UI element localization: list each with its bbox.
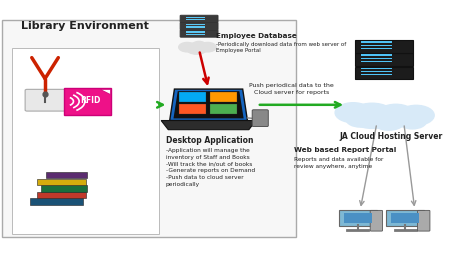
Polygon shape (173, 91, 244, 118)
FancyBboxPatch shape (37, 192, 86, 198)
FancyBboxPatch shape (210, 92, 237, 102)
Circle shape (346, 111, 374, 127)
Circle shape (179, 42, 196, 52)
FancyBboxPatch shape (355, 53, 413, 66)
FancyBboxPatch shape (37, 179, 86, 185)
Text: Web based Report Portal: Web based Report Portal (294, 147, 396, 153)
FancyBboxPatch shape (391, 213, 419, 223)
FancyBboxPatch shape (361, 41, 392, 43)
Polygon shape (161, 121, 256, 130)
FancyBboxPatch shape (361, 48, 392, 49)
FancyBboxPatch shape (186, 26, 205, 28)
FancyBboxPatch shape (186, 19, 205, 20)
FancyBboxPatch shape (386, 210, 424, 226)
FancyBboxPatch shape (210, 104, 237, 114)
Polygon shape (170, 89, 247, 121)
FancyBboxPatch shape (46, 172, 87, 178)
FancyBboxPatch shape (344, 213, 372, 223)
FancyBboxPatch shape (41, 185, 87, 192)
FancyBboxPatch shape (361, 68, 392, 69)
FancyBboxPatch shape (186, 24, 205, 25)
FancyBboxPatch shape (25, 89, 65, 111)
FancyBboxPatch shape (361, 45, 392, 46)
Text: JA Cloud Hosting Server: JA Cloud Hosting Server (339, 132, 443, 141)
FancyBboxPatch shape (361, 74, 392, 75)
FancyBboxPatch shape (186, 17, 205, 18)
Text: RFID: RFID (81, 96, 100, 105)
Polygon shape (100, 89, 110, 94)
Text: Employee Database: Employee Database (216, 33, 296, 39)
FancyBboxPatch shape (180, 30, 218, 37)
Circle shape (398, 105, 434, 125)
FancyBboxPatch shape (12, 48, 159, 234)
Text: -Periodically download data from web server of
Employee Portal: -Periodically download data from web ser… (216, 42, 346, 53)
FancyBboxPatch shape (186, 31, 205, 33)
FancyBboxPatch shape (180, 23, 218, 30)
FancyBboxPatch shape (361, 71, 392, 72)
FancyBboxPatch shape (355, 67, 413, 79)
FancyBboxPatch shape (179, 92, 206, 102)
FancyBboxPatch shape (361, 61, 392, 62)
FancyBboxPatch shape (30, 198, 83, 205)
FancyBboxPatch shape (180, 15, 218, 23)
Circle shape (349, 103, 395, 128)
Text: Library Environment: Library Environment (21, 21, 149, 31)
Text: Push periodical data to the
Cloud server for reports: Push periodical data to the Cloud server… (249, 83, 334, 95)
Circle shape (377, 104, 415, 125)
FancyBboxPatch shape (186, 34, 205, 35)
Circle shape (335, 103, 371, 123)
Text: Reports and data available for
review anywhere, anytime: Reports and data available for review an… (294, 157, 383, 169)
FancyBboxPatch shape (355, 40, 413, 53)
Circle shape (398, 113, 427, 129)
FancyBboxPatch shape (418, 210, 430, 231)
Text: -Application will manage the
inventory of Staff and Books
-Will track the in/out: -Application will manage the inventory o… (166, 148, 255, 187)
Circle shape (372, 112, 405, 130)
FancyBboxPatch shape (339, 210, 377, 226)
FancyBboxPatch shape (2, 20, 296, 237)
FancyBboxPatch shape (64, 88, 111, 115)
FancyBboxPatch shape (370, 210, 383, 231)
FancyBboxPatch shape (179, 104, 206, 114)
Circle shape (199, 42, 216, 52)
FancyBboxPatch shape (361, 58, 392, 59)
Circle shape (186, 43, 207, 54)
FancyBboxPatch shape (361, 54, 392, 56)
Circle shape (192, 41, 206, 49)
Text: Desktop Application: Desktop Application (166, 136, 254, 145)
FancyBboxPatch shape (252, 110, 268, 127)
